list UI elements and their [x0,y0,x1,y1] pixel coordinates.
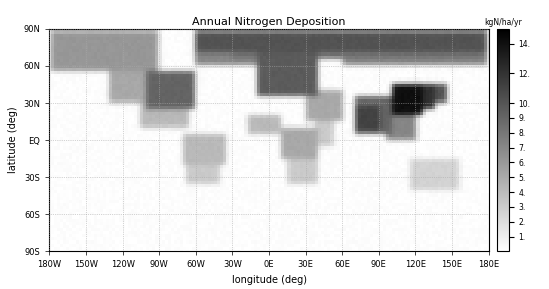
X-axis label: longitude (deg): longitude (deg) [232,275,306,285]
Title: Annual Nitrogen Deposition: Annual Nitrogen Deposition [192,17,346,27]
Y-axis label: latitude (deg): latitude (deg) [8,107,18,173]
Title: kgN/ha/yr: kgN/ha/yr [484,18,522,27]
